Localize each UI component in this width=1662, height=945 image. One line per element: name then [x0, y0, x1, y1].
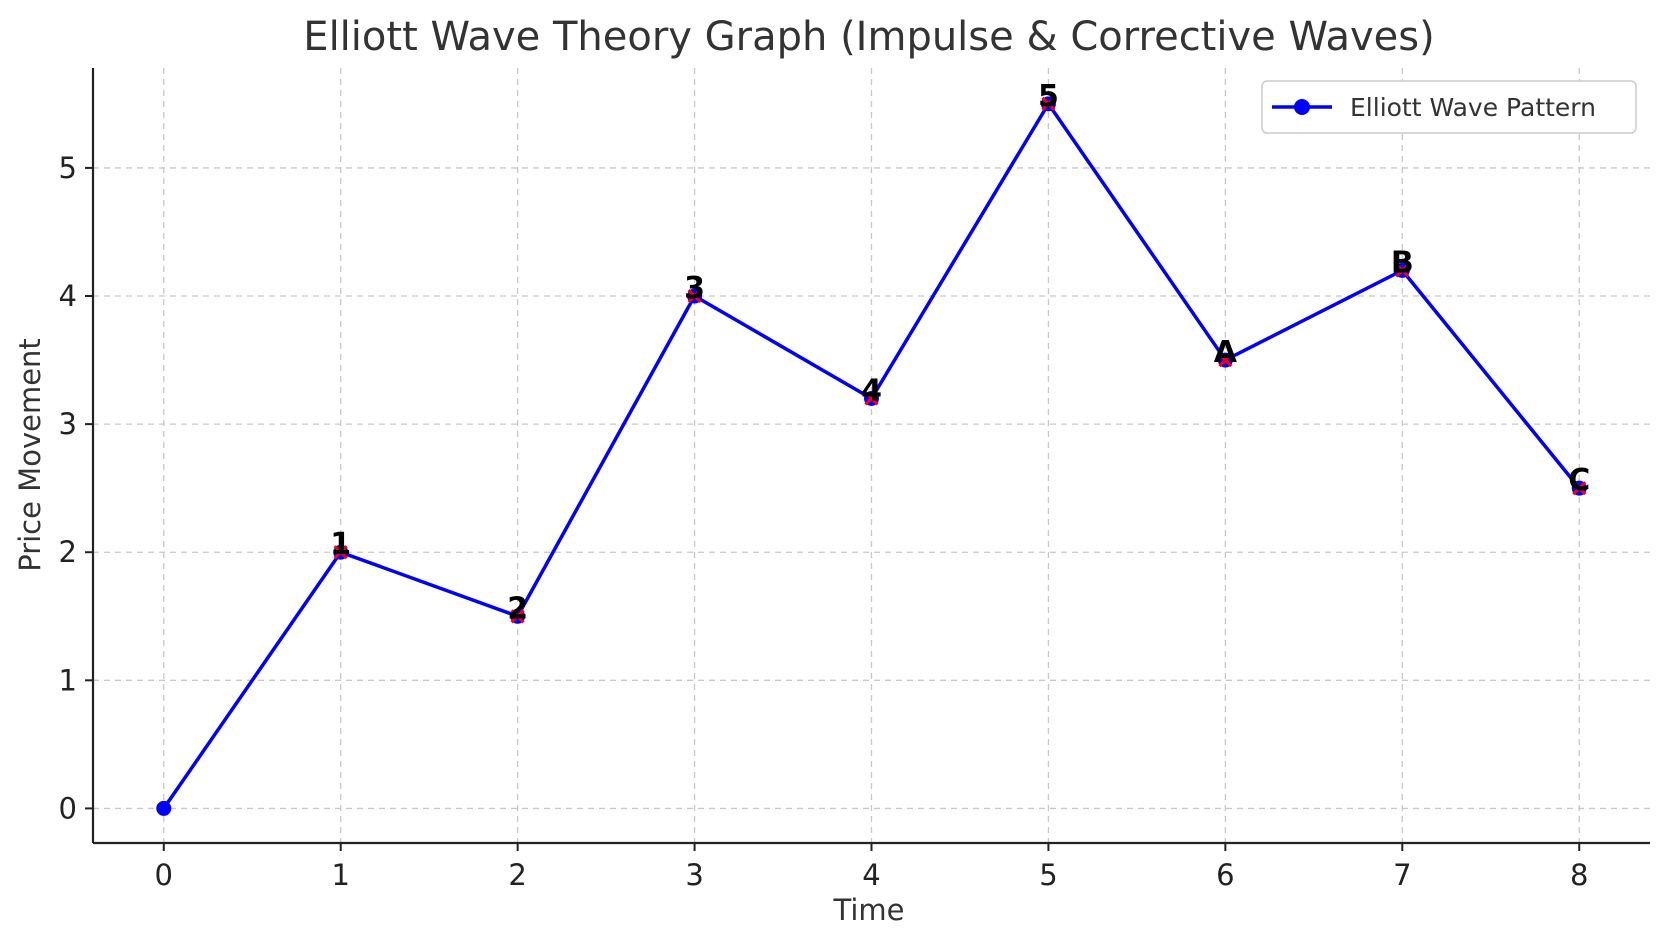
x-marker-stroke — [1572, 481, 1587, 496]
y-tick-label: 2 — [59, 535, 77, 569]
wave-point-marker — [864, 391, 879, 406]
x-marker-stroke — [864, 391, 879, 406]
grid-layer — [93, 68, 1650, 843]
wave-label: 4 — [861, 373, 882, 408]
x-marker-stroke — [687, 288, 702, 304]
wave-point-marker — [1041, 96, 1056, 111]
x-marker-stroke — [510, 609, 525, 624]
x-tick-label: 4 — [862, 858, 880, 892]
wave-point-marker — [1395, 263, 1410, 278]
axes-layer: 0 1 2 3 4 5 6 7 8 0 1 2 3 4 5 — [59, 68, 1650, 892]
wave-point-marker — [687, 288, 702, 304]
x-tick-label: 6 — [1216, 858, 1234, 892]
legend-label: Elliott Wave Pattern — [1350, 93, 1596, 122]
wave-label: 3 — [684, 271, 705, 306]
wave-point-marker — [1218, 353, 1233, 368]
y-tick-label: 3 — [59, 407, 77, 441]
x-tick-label: 5 — [1039, 858, 1057, 892]
x-tick-label: 0 — [155, 858, 173, 892]
x-marker-stroke — [333, 545, 348, 560]
wave-label: A — [1214, 335, 1238, 370]
wave-point-marker — [510, 609, 525, 624]
wave-point-marker — [1572, 481, 1587, 496]
wave-label: C — [1568, 463, 1590, 498]
wave-label: B — [1391, 245, 1414, 280]
x-tick-label: 1 — [331, 858, 349, 892]
chart-title: Elliott Wave Theory Graph (Impulse & Cor… — [303, 14, 1434, 60]
x-tick-label: 3 — [685, 858, 703, 892]
x-marker-stroke — [1041, 96, 1056, 111]
x-tick-label: 2 — [508, 858, 526, 892]
legend-marker-swatch — [1294, 99, 1310, 115]
y-tick-label: 1 — [59, 663, 77, 697]
wave-label: 5 — [1038, 79, 1059, 114]
x-marker-stroke — [1395, 263, 1410, 278]
wave-label: 2 — [507, 591, 528, 626]
x-axis-label: Time — [833, 893, 905, 927]
wave-point-marker — [333, 545, 348, 560]
y-tick-label: 0 — [59, 791, 77, 825]
annotation-layer: 1 2 3 4 5 A B C — [330, 79, 1590, 626]
data-point — [156, 800, 172, 816]
x-marker-stroke — [1218, 353, 1233, 368]
x-tick-label: 7 — [1393, 858, 1411, 892]
y-tick-label: 5 — [59, 151, 77, 185]
y-tick-label: 4 — [59, 279, 77, 313]
wave-label: 1 — [330, 527, 351, 562]
x-tick-label: 8 — [1570, 858, 1588, 892]
legend-box — [1261, 80, 1637, 134]
y-axis-label: Price Movement — [13, 338, 47, 572]
legend: Elliott Wave Pattern — [1261, 80, 1637, 134]
